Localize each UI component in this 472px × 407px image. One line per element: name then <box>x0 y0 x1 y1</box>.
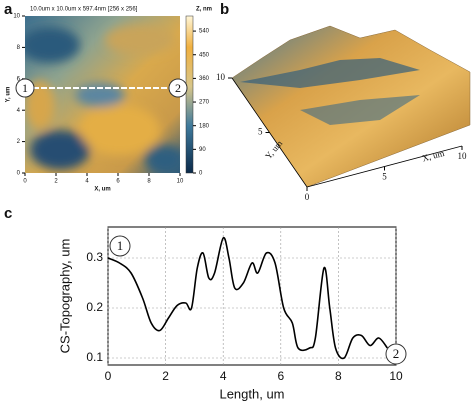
panel-label: a <box>4 1 13 18</box>
x-tick-label: 4 <box>220 369 227 383</box>
colorbar-tick-label: 540 <box>199 29 210 35</box>
x-tick-label: 8 <box>147 179 151 185</box>
colorbar-tick-label: 180 <box>199 123 210 129</box>
x-axis-label: X, um <box>94 187 110 193</box>
plot-frame <box>107 226 397 366</box>
panel-b <box>231 25 471 188</box>
y-tick-label: 8 <box>17 45 21 51</box>
marker-circle <box>168 78 188 98</box>
y-tick-label: 0 <box>17 171 21 177</box>
colorbar-label: Z, nm <box>196 7 212 13</box>
x-tick-label: 10 <box>389 369 403 383</box>
x-tick-label: 6 <box>116 179 120 185</box>
x-tick-label: 0 <box>23 179 27 185</box>
marker-circle <box>15 78 35 98</box>
panel-a <box>25 15 194 174</box>
y-tick-label: 6 <box>17 76 21 82</box>
colorbar-tick-label: 360 <box>199 76 210 82</box>
x-axis-label: Length, um <box>219 386 284 401</box>
surface-valley <box>300 95 420 125</box>
image-title: 10.0um x 10.0um x 597.4nm [256 x 256] <box>30 7 138 13</box>
annotation: 2 <box>393 346 400 361</box>
colorbar-tick-label: 90 <box>199 147 206 153</box>
y-tick-label: 4 <box>17 108 21 114</box>
y-tick-label: 2 <box>17 139 21 145</box>
panel-c <box>107 226 397 366</box>
x-tick-label: 2 <box>54 179 58 185</box>
colorbar-tick-label: 270 <box>199 100 210 106</box>
x-tick-label: 0 <box>105 369 112 383</box>
x-axis-label: X, um <box>421 148 445 163</box>
x-tick-label: 6 <box>277 369 284 383</box>
y-tick-label: 10 <box>216 72 226 82</box>
annotation-circle <box>109 235 131 257</box>
y-tick-label: 0.3 <box>86 250 103 264</box>
x-tick-label: 2 <box>162 369 169 383</box>
colorbar-tick-label: 0 <box>199 171 203 177</box>
panel-label: c <box>4 205 12 222</box>
x-tick-label: 0 <box>305 192 310 202</box>
x-tick-label: 4 <box>85 179 89 185</box>
y-tick-label: 0.1 <box>86 350 103 364</box>
y-axis-label: Y, um <box>6 87 12 103</box>
colorbar-tick-label: 450 <box>199 52 210 58</box>
marker-label: 1 <box>22 81 28 95</box>
y-tick-label: 10 <box>13 14 20 20</box>
y-tick-label: 0.2 <box>86 300 103 314</box>
x-tick-label: 5 <box>382 172 387 182</box>
annotation: 1 <box>117 238 124 253</box>
colorbar <box>185 15 194 174</box>
panel-label: b <box>220 1 229 18</box>
y-tick-label: 5 <box>258 127 263 137</box>
x-tick-label: 8 <box>335 369 342 383</box>
x-tick-label: 10 <box>458 151 468 161</box>
y-axis-label: CS-Topography, um <box>57 239 72 354</box>
x-tick-label: 10 <box>177 179 184 185</box>
marker-label: 2 <box>175 81 181 95</box>
data-line <box>107 236 388 360</box>
surface-valley <box>240 58 420 88</box>
annotation-circle <box>385 343 407 365</box>
